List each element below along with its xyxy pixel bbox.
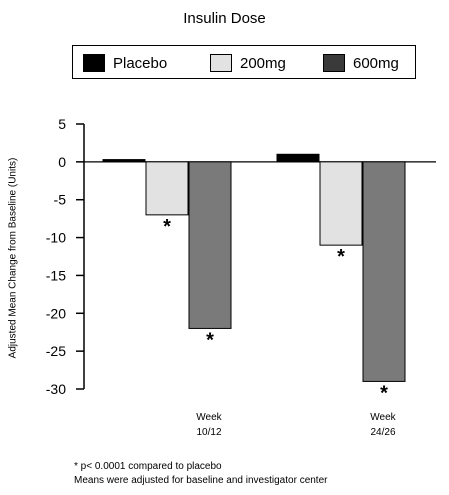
- y-tick-label: 0: [58, 154, 66, 170]
- chart-title: Insulin Dose: [183, 10, 266, 27]
- y-tick-label: -20: [46, 305, 66, 321]
- x-category-label: Week: [370, 412, 396, 423]
- y-tick-label: -15: [46, 267, 66, 283]
- y-tick-label: -10: [46, 230, 66, 246]
- legend-swatch-200mg: [210, 54, 232, 72]
- bar-placebo-1: [102, 159, 146, 163]
- significance-marker: *: [337, 246, 345, 268]
- y-tick-label: -25: [46, 343, 66, 359]
- bar-600mg-1: [188, 161, 232, 329]
- significance-marker: *: [380, 382, 388, 404]
- bar-placebo-2: [276, 153, 320, 163]
- bar-200mg-2: [319, 161, 363, 246]
- significance-marker: *: [206, 329, 214, 351]
- legend-swatch-600mg: [323, 54, 345, 72]
- legend-item-200mg: 200mg: [210, 53, 286, 73]
- legend-item-600mg: 600mg: [323, 53, 399, 73]
- y-tick-label: 5: [58, 116, 66, 132]
- footnote-significance: * p< 0.0001 compared to placebo: [74, 461, 222, 472]
- bar-600mg-2: [362, 161, 406, 382]
- legend-item-placebo: Placebo: [83, 53, 167, 73]
- legend-label-200mg: 200mg: [240, 54, 286, 72]
- legend-label-placebo: Placebo: [113, 54, 168, 72]
- x-category-label: 24/26: [370, 427, 395, 438]
- legend-label-600mg: 600mg: [353, 54, 399, 72]
- significance-marker: *: [163, 216, 171, 238]
- x-category-label: Week: [196, 412, 222, 423]
- x-category-label: 10/12: [196, 427, 221, 438]
- y-tick-label: -30: [46, 381, 66, 397]
- bar-200mg-1: [145, 161, 189, 216]
- footnote-adjustment: Means were adjusted for baseline and inv…: [74, 475, 328, 486]
- legend: Placebo 200mg 600mg: [72, 45, 416, 79]
- y-tick-label: -5: [54, 192, 67, 208]
- legend-swatch-placebo: [83, 54, 105, 72]
